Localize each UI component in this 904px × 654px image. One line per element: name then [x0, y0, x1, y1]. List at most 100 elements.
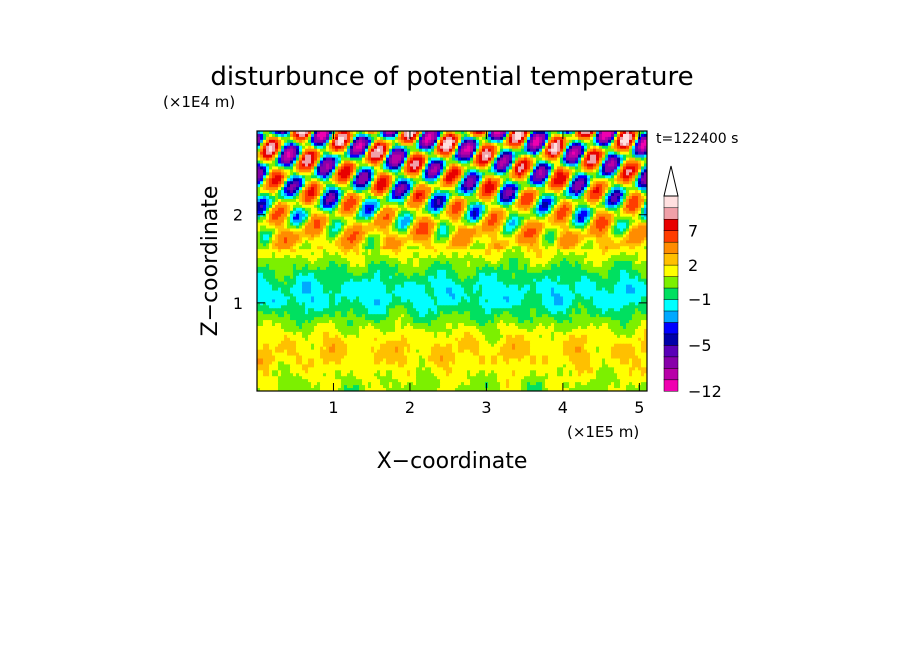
heatmap-cell — [446, 196, 450, 200]
heatmap-cell — [611, 160, 615, 164]
heatmap-cell — [320, 139, 324, 144]
heatmap-cell — [260, 136, 264, 141]
heatmap-cell — [305, 222, 309, 227]
heatmap-cell — [302, 139, 306, 144]
heatmap-cell — [599, 148, 603, 153]
heatmap-cell — [458, 175, 462, 179]
heatmap-cell — [524, 190, 528, 194]
heatmap-cell — [347, 210, 351, 215]
heatmap-cell — [509, 237, 513, 241]
heatmap-cell — [293, 201, 297, 206]
heatmap-cell — [443, 193, 447, 197]
heatmap-cell — [263, 151, 267, 156]
heatmap-cell — [584, 222, 588, 227]
heatmap-cell — [314, 201, 318, 206]
heatmap-cell — [530, 163, 534, 167]
heatmap-cell — [380, 210, 384, 215]
heatmap-cell — [518, 237, 522, 241]
heatmap-cell — [341, 193, 345, 197]
heatmap-cell — [317, 131, 321, 135]
heatmap-cell — [380, 237, 384, 241]
heatmap-cell — [458, 184, 462, 188]
heatmap-cell — [452, 133, 456, 138]
heatmap-cell — [278, 225, 282, 229]
heatmap-cell — [311, 237, 315, 241]
heatmap-cell — [308, 219, 312, 224]
heatmap-cell — [548, 142, 552, 147]
heatmap-cell — [269, 231, 273, 235]
heatmap-cell — [605, 216, 609, 221]
heatmap-cell — [461, 201, 465, 206]
heatmap-cell — [413, 187, 417, 191]
heatmap-cell — [515, 172, 519, 176]
heatmap-cell — [602, 145, 606, 150]
heatmap-cell — [266, 216, 270, 221]
heatmap-cell — [542, 139, 546, 144]
heatmap-cell — [575, 157, 579, 162]
heatmap-cell — [578, 145, 582, 150]
heatmap-cell — [368, 169, 372, 173]
heatmap-cell — [458, 148, 462, 153]
heatmap-cell — [509, 139, 513, 144]
heatmap-cell — [563, 201, 567, 206]
heatmap-cell — [443, 240, 447, 244]
heatmap-cell — [608, 234, 612, 238]
heatmap-cell — [611, 172, 615, 176]
heatmap-cell — [257, 204, 261, 209]
heatmap-cell — [368, 243, 372, 247]
heatmap-cell — [299, 228, 303, 232]
heatmap-cell — [620, 133, 624, 138]
heatmap-cell — [377, 175, 381, 179]
heatmap-cell — [488, 213, 492, 218]
heatmap-cell — [275, 231, 279, 235]
heatmap-cell — [416, 148, 420, 153]
heatmap-cell — [611, 133, 615, 138]
heatmap-cell — [368, 231, 372, 235]
heatmap-cell — [299, 216, 303, 221]
heatmap-cell — [362, 234, 366, 238]
heatmap-cell — [566, 190, 570, 194]
heatmap-cell — [620, 184, 624, 188]
heatmap-cell — [458, 213, 462, 218]
heatmap-cell — [569, 216, 573, 221]
heatmap-cell — [533, 207, 537, 212]
heatmap-cell — [560, 201, 564, 206]
heatmap-cell — [386, 133, 390, 138]
heatmap-cell — [482, 136, 486, 141]
heatmap-cell — [311, 213, 315, 218]
heatmap-cell — [617, 166, 621, 170]
heatmap-cell — [464, 151, 468, 156]
heatmap-cell — [371, 178, 375, 182]
heatmap-cell — [461, 210, 465, 215]
heatmap-cell — [542, 225, 546, 229]
heatmap-cell — [374, 157, 378, 162]
heatmap-cell — [560, 225, 564, 229]
heatmap-cell — [395, 190, 399, 194]
heatmap-cell — [464, 222, 468, 227]
heatmap-cell — [374, 160, 378, 164]
heatmap-cell — [578, 139, 582, 144]
heatmap-cell — [311, 204, 315, 209]
heatmap-cell — [260, 131, 264, 135]
heatmap-cell — [596, 136, 600, 141]
heatmap-cell — [401, 148, 405, 153]
heatmap-cell — [305, 163, 309, 167]
heatmap-cell — [533, 213, 537, 218]
heatmap-cell — [287, 178, 291, 182]
heatmap-cell — [479, 163, 483, 167]
heatmap-cell — [503, 231, 507, 235]
heatmap-cell — [566, 151, 570, 156]
heatmap-cell — [380, 163, 384, 167]
heatmap-cell — [497, 178, 501, 182]
heatmap-cell — [395, 216, 399, 221]
heatmap-cell — [395, 148, 399, 153]
heatmap-cell — [473, 175, 477, 179]
heatmap-cell — [305, 219, 309, 224]
heatmap-cell — [593, 172, 597, 176]
heatmap-cell — [335, 222, 339, 227]
heatmap-cell — [317, 145, 321, 150]
heatmap-cell — [545, 240, 549, 244]
heatmap-cell — [356, 187, 360, 191]
heatmap-cell — [554, 196, 558, 200]
heatmap-cell — [497, 237, 501, 241]
